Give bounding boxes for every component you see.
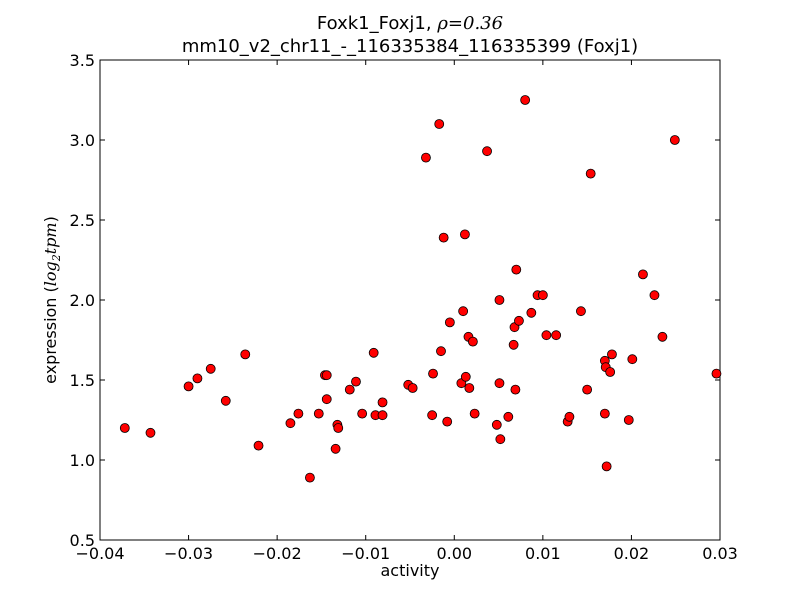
data-point (491, 419, 502, 430)
data-point (526, 307, 537, 318)
data-point (494, 295, 505, 305)
data-point (605, 367, 616, 377)
data-point (627, 354, 638, 365)
data-point (508, 339, 519, 350)
data-point (514, 315, 524, 326)
x-tick-label: 0.00 (436, 544, 472, 563)
y-tick-label: 1.0 (70, 451, 95, 470)
data-point (482, 146, 492, 157)
data-point (582, 384, 593, 395)
data-point (638, 269, 648, 280)
y-tick-label: 3.5 (70, 51, 95, 70)
data-point (145, 427, 156, 438)
data-point (564, 411, 575, 422)
data-point (330, 443, 341, 454)
data-point (436, 346, 446, 357)
data-point (711, 368, 722, 379)
data-point (585, 168, 596, 179)
data-point (192, 373, 203, 384)
data-point (119, 423, 130, 433)
ylabel-tpm: tpm (41, 222, 60, 254)
x-axis-label: activity (381, 561, 440, 580)
data-point (599, 408, 610, 419)
data-point (460, 229, 470, 240)
data-point (458, 306, 469, 317)
data-point (551, 330, 562, 341)
y-tick-label: 0.5 (70, 531, 95, 550)
data-point (407, 383, 418, 393)
data-point (669, 135, 680, 145)
data-point (601, 461, 612, 472)
x-tick-label: 0.01 (525, 544, 561, 563)
data-point (467, 336, 478, 347)
y-tick-label: 2.5 (70, 211, 95, 230)
data-point (511, 264, 522, 275)
data-point (541, 330, 552, 341)
title-prefix: Foxk1_Foxj1, (317, 13, 437, 34)
data-point (469, 408, 480, 419)
ylabel-suffix: ) (41, 216, 60, 222)
y-tick-label: 1.5 (70, 371, 95, 390)
data-point (321, 394, 332, 405)
data-point (623, 415, 634, 425)
y-tick-label: 3.0 (70, 131, 95, 150)
ylabel-prefix: expression ( (41, 286, 60, 384)
data-point (657, 331, 668, 342)
x-tick-label: −0.03 (164, 544, 213, 563)
data-point (421, 152, 431, 163)
ylabel-log: log (41, 261, 60, 286)
data-point (205, 363, 216, 374)
data-point (305, 472, 315, 483)
title-rho-symbol: ρ (436, 13, 448, 34)
title-rho-value: =0.36 (448, 13, 503, 34)
data-point (183, 381, 194, 392)
data-point (576, 306, 586, 317)
chart-title-line1: Foxk1_Foxj1, ρ=0.36 (317, 13, 503, 34)
data-point (460, 371, 471, 382)
x-tick-label: −0.04 (75, 544, 124, 563)
ylabel-sub: 2 (50, 254, 63, 262)
data-point (285, 418, 296, 429)
data-point (442, 416, 453, 427)
data-point (220, 395, 231, 406)
data-point (427, 410, 438, 421)
x-tick-label: −0.01 (341, 544, 390, 563)
ticks-layer: −0.04 −0.03 −0.02 −0.01 0.00 0.01 0.02 0.03 0.5 1… (70, 51, 738, 563)
data-point (607, 349, 617, 360)
data-point (464, 383, 475, 393)
data-point (344, 384, 355, 395)
data-point (510, 384, 521, 395)
data-point (333, 423, 344, 433)
data-point (520, 95, 531, 105)
data-point (321, 370, 332, 381)
data-point (438, 232, 449, 243)
data-point (377, 397, 388, 408)
data-point (357, 408, 368, 419)
data-point (313, 408, 324, 419)
data-point (495, 434, 506, 445)
x-tick-label: −0.02 (253, 544, 302, 563)
data-point (428, 368, 438, 379)
data-point (253, 440, 264, 451)
data-point (351, 376, 361, 387)
y-tick-label: 2.0 (70, 291, 95, 310)
x-tick-label: 0.02 (614, 544, 650, 563)
data-point (377, 410, 388, 421)
x-tick-label: 0.03 (702, 544, 738, 563)
points-layer (119, 95, 722, 483)
data-point (444, 317, 455, 328)
data-point (240, 349, 251, 360)
data-point (503, 411, 514, 422)
y-axis-label: expression (log2tpm) (41, 216, 63, 384)
data-point (293, 408, 304, 419)
data-point (649, 290, 660, 301)
data-point (368, 347, 379, 358)
chart-title-line2: mm10_v2_chr11_-_116335384_116335399 (Fox… (182, 36, 638, 57)
data-point (434, 119, 445, 129)
data-point (537, 290, 548, 301)
data-point (494, 378, 505, 389)
plot-area (99, 59, 721, 541)
